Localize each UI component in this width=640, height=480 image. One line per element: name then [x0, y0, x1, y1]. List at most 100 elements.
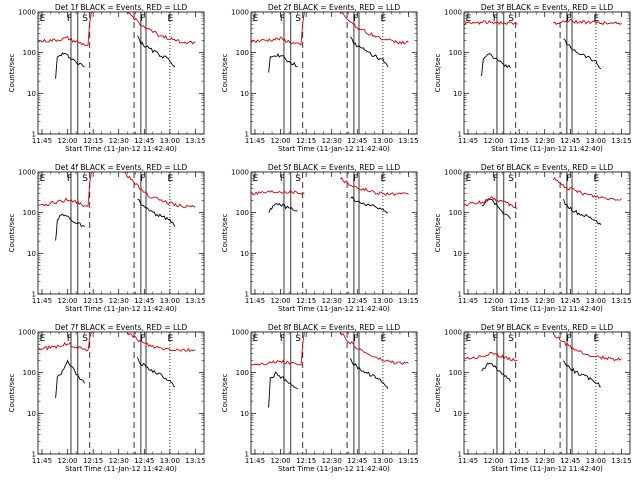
x-tick-label: 12:45: [347, 137, 367, 145]
x-axis-label: Start Time (11-Jan-12 11:42:40): [491, 145, 603, 153]
x-tick-label: 12:15: [83, 137, 103, 145]
y-tick-label: 1000: [444, 329, 462, 337]
x-tick-label: 12:30: [109, 297, 129, 305]
series-group: [251, 12, 409, 73]
chart-panel-1: Det 1f BLACK = Events, RED = LLD 1 10 100 10…: [8, 3, 206, 153]
x-tick-label: 12:45: [560, 457, 580, 465]
y-tick-label: 1000: [18, 169, 36, 177]
lld-series-line: [464, 196, 518, 209]
x-tick-label: 13:15: [185, 297, 205, 305]
y-tick-label: 1000: [231, 329, 249, 337]
x-tick-label: 12:15: [296, 137, 316, 145]
plot-frame: [250, 171, 418, 295]
x-tick-label: 11:45: [32, 297, 52, 305]
x-tick-label: 12:00: [483, 297, 503, 305]
series-group: [464, 18, 622, 77]
x-axis-label: Start Time (11-Jan-12 11:42:40): [491, 305, 603, 313]
y-tick-label: 100: [449, 49, 462, 57]
x-tick-label: 12:45: [347, 457, 367, 465]
region-lines: [496, 332, 597, 454]
x-tick-label: 12:30: [535, 137, 555, 145]
lld-series-line: [123, 172, 196, 209]
y-tick-label: 1000: [231, 9, 249, 17]
x-tick-label: 13:15: [185, 137, 205, 145]
events-series-line: [563, 360, 602, 388]
y-tick-label: 100: [23, 369, 36, 377]
x-tick-label: 12:45: [134, 457, 154, 465]
x-axis-label: Start Time (11-Jan-12 11:42:40): [65, 305, 177, 313]
x-tick-label: 12:45: [134, 137, 154, 145]
x-axis-label: Start Time (11-Jan-12 11:42:40): [278, 465, 390, 473]
y-tick-label: 1000: [444, 169, 462, 177]
chart-title: Det 3f BLACK = Events, RED = LLD: [481, 3, 614, 12]
region-letter: F: [67, 334, 72, 344]
chart-title: Det 7f BLACK = Events, RED = LLD: [55, 323, 188, 332]
x-tick-label: 11:45: [32, 137, 52, 145]
x-tick-label: 11:45: [245, 137, 265, 145]
x-tick-label: 12:45: [134, 297, 154, 305]
region-letter: F: [280, 334, 285, 344]
region-letter: E: [40, 14, 46, 24]
lld-series-line: [126, 332, 196, 353]
lld-series-line: [339, 332, 409, 366]
region-letter: E: [380, 174, 386, 184]
region-letter: S: [295, 174, 301, 184]
events-series-line: [55, 359, 85, 398]
region-letter: S: [295, 14, 301, 24]
region-letter: F: [353, 334, 358, 344]
x-tick-label: 12:00: [483, 137, 503, 145]
series-group: [464, 332, 622, 388]
region-letter: F: [140, 174, 145, 184]
y-tick-label: 100: [236, 49, 249, 57]
events-series-line: [350, 196, 389, 214]
region-lines: [283, 172, 384, 294]
region-letter: E: [593, 334, 599, 344]
x-tick-label: 13:00: [373, 297, 393, 305]
x-tick-label: 11:45: [245, 457, 265, 465]
y-axis-label: Counts/sec: [434, 374, 442, 413]
chart-panel-5: Det 5f BLACK = Events, RED = LLD 1 10 100 10…: [221, 163, 419, 313]
region-letter: E: [466, 334, 472, 344]
region-letter: F: [353, 14, 358, 24]
x-tick-label: 12:15: [509, 137, 529, 145]
x-tick-label: 12:30: [535, 297, 555, 305]
y-tick-label: 1: [32, 291, 36, 299]
events-series-line: [481, 52, 511, 77]
y-tick-label: 10: [27, 90, 36, 98]
x-tick-label: 13:15: [398, 457, 418, 465]
region-letter: S: [508, 14, 514, 24]
region-lines: [283, 332, 384, 454]
series-group: [38, 172, 196, 241]
x-tick-label: 13:15: [185, 457, 205, 465]
region-letter: S: [508, 334, 514, 344]
lld-series-line: [339, 177, 409, 197]
x-tick-label: 11:45: [458, 457, 478, 465]
chart-title: Det 6f BLACK = Events, RED = LLD: [481, 163, 614, 172]
x-tick-label: 11:45: [458, 137, 478, 145]
x-tick-label: 12:00: [270, 137, 290, 145]
region-letter: F: [67, 174, 72, 184]
y-axis-label: Counts/sec: [221, 374, 229, 413]
region-letter: E: [167, 174, 173, 184]
x-tick-label: 13:00: [586, 137, 606, 145]
region-lines: [283, 12, 384, 134]
plot-frame: [463, 171, 631, 295]
x-tick-label: 13:15: [611, 457, 631, 465]
region-letter: F: [566, 174, 571, 184]
x-axis-label: Start Time (11-Jan-12 11:42:40): [278, 145, 390, 153]
x-tick-label: 12:45: [347, 297, 367, 305]
region-letter: E: [466, 14, 472, 24]
x-tick-label: 13:00: [160, 297, 180, 305]
region-letter: F: [140, 14, 145, 24]
x-tick-label: 12:15: [83, 297, 103, 305]
x-tick-label: 11:45: [245, 297, 265, 305]
region-letter: E: [253, 174, 259, 184]
events-series-line: [481, 362, 512, 382]
y-tick-label: 1000: [231, 169, 249, 177]
y-tick-label: 100: [449, 209, 462, 217]
region-letter: F: [67, 14, 72, 24]
x-tick-label: 12:30: [535, 457, 555, 465]
x-tick-label: 13:00: [373, 137, 393, 145]
lld-series-line: [251, 332, 305, 366]
x-tick-label: 13:00: [160, 137, 180, 145]
